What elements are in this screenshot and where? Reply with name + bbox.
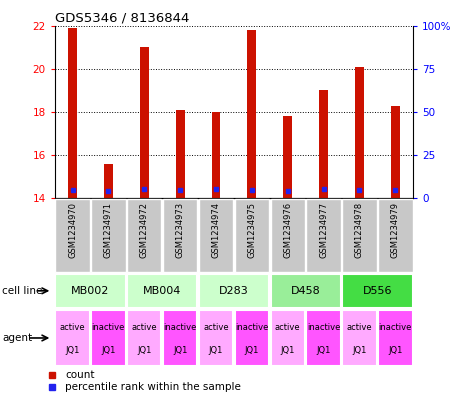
Bar <box>378 199 412 272</box>
Bar <box>342 274 412 308</box>
Text: GSM1234978: GSM1234978 <box>355 202 364 258</box>
Bar <box>140 47 149 198</box>
Bar <box>271 274 341 308</box>
Text: count: count <box>66 369 95 380</box>
Text: GSM1234970: GSM1234970 <box>68 202 77 258</box>
Text: inactive: inactive <box>307 323 340 332</box>
Bar <box>68 28 77 198</box>
Bar <box>56 199 90 272</box>
Text: GSM1234979: GSM1234979 <box>391 202 400 258</box>
Text: GDS5346 / 8136844: GDS5346 / 8136844 <box>55 11 189 24</box>
Bar <box>306 199 341 272</box>
Text: active: active <box>347 323 372 332</box>
Text: JQ1: JQ1 <box>66 347 80 355</box>
Bar <box>271 199 305 272</box>
Bar <box>271 310 305 366</box>
Text: JQ1: JQ1 <box>388 347 402 355</box>
Text: GSM1234973: GSM1234973 <box>176 202 185 258</box>
Bar <box>199 310 233 366</box>
Text: inactive: inactive <box>235 323 268 332</box>
Bar <box>163 310 197 366</box>
Bar <box>199 199 233 272</box>
Text: MB002: MB002 <box>71 286 110 296</box>
Bar <box>235 199 269 272</box>
Text: agent: agent <box>2 333 32 343</box>
Bar <box>127 199 162 272</box>
Bar <box>342 199 377 272</box>
Bar <box>355 66 364 198</box>
Text: D556: D556 <box>362 286 392 296</box>
Text: JQ1: JQ1 <box>316 347 331 355</box>
Bar <box>283 116 292 198</box>
Bar <box>56 274 125 308</box>
Text: GSM1234971: GSM1234971 <box>104 202 113 258</box>
Text: active: active <box>203 323 229 332</box>
Text: active: active <box>275 323 301 332</box>
Bar <box>199 274 269 308</box>
Text: JQ1: JQ1 <box>137 347 152 355</box>
Text: JQ1: JQ1 <box>352 347 367 355</box>
Bar <box>247 30 257 198</box>
Text: JQ1: JQ1 <box>245 347 259 355</box>
Text: GSM1234976: GSM1234976 <box>283 202 292 258</box>
Bar <box>104 164 113 198</box>
Bar <box>378 310 412 366</box>
Text: active: active <box>132 323 157 332</box>
Bar <box>306 310 341 366</box>
Text: JQ1: JQ1 <box>101 347 115 355</box>
Bar <box>391 105 400 198</box>
Bar <box>342 310 377 366</box>
Bar <box>91 199 125 272</box>
Bar <box>127 274 197 308</box>
Text: GSM1234972: GSM1234972 <box>140 202 149 258</box>
Text: GSM1234974: GSM1234974 <box>211 202 220 258</box>
Bar <box>235 310 269 366</box>
Text: percentile rank within the sample: percentile rank within the sample <box>66 382 241 392</box>
Bar <box>176 110 185 198</box>
Text: MB004: MB004 <box>143 286 181 296</box>
Text: JQ1: JQ1 <box>281 347 295 355</box>
Text: D283: D283 <box>219 286 249 296</box>
Bar <box>91 310 125 366</box>
Bar <box>319 90 328 198</box>
Text: D458: D458 <box>291 286 321 296</box>
Bar <box>211 112 220 198</box>
Text: JQ1: JQ1 <box>173 347 187 355</box>
Bar <box>163 199 197 272</box>
Bar <box>127 310 162 366</box>
Text: GSM1234975: GSM1234975 <box>247 202 257 258</box>
Text: JQ1: JQ1 <box>209 347 223 355</box>
Text: active: active <box>60 323 86 332</box>
Text: cell line: cell line <box>2 286 43 296</box>
Text: inactive: inactive <box>379 323 412 332</box>
Bar <box>56 310 90 366</box>
Text: GSM1234977: GSM1234977 <box>319 202 328 258</box>
Text: inactive: inactive <box>163 323 197 332</box>
Text: inactive: inactive <box>92 323 125 332</box>
